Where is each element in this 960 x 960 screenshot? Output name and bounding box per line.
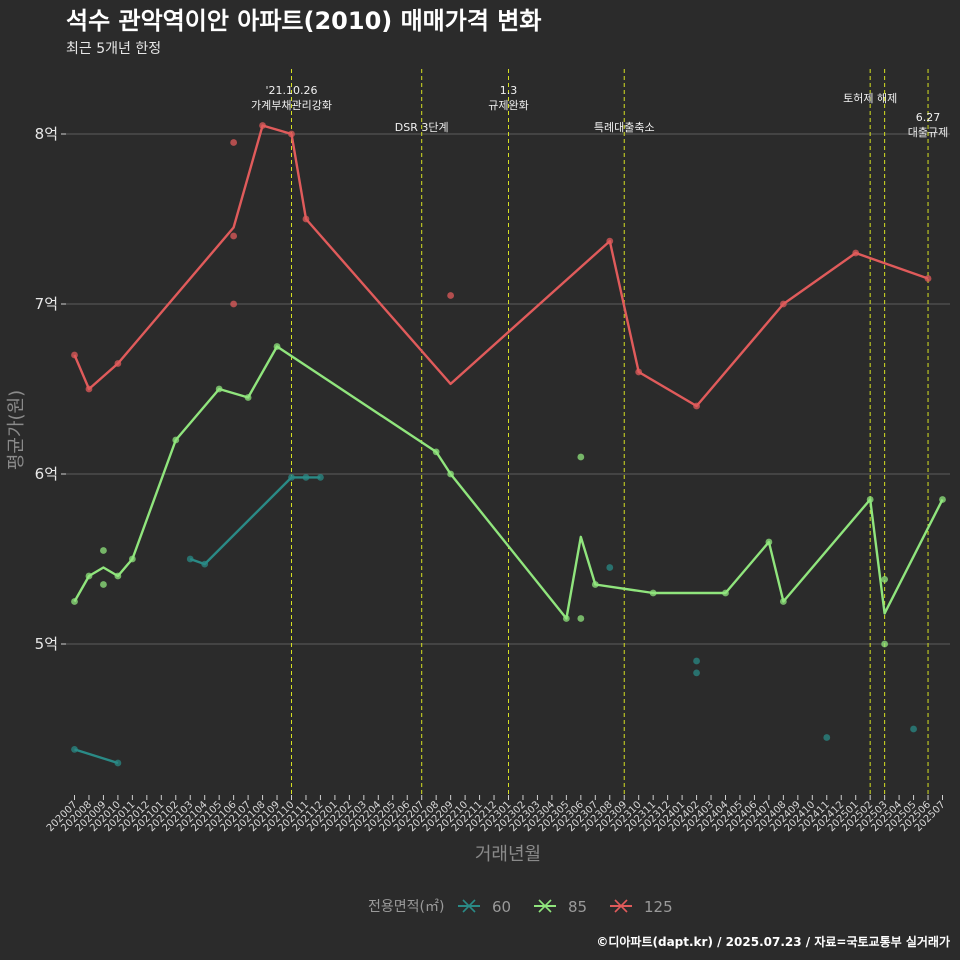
event-label: 가계부채관리강화 xyxy=(251,99,332,112)
data-point xyxy=(606,237,614,245)
data-point xyxy=(635,368,643,376)
y-axis-title: 평균가(원) xyxy=(6,390,27,470)
data-point xyxy=(591,581,599,588)
y-tick-label: 7억 xyxy=(35,295,58,313)
data-point xyxy=(562,615,570,622)
data-point xyxy=(302,215,310,223)
y-tick-label: 6억 xyxy=(35,465,58,483)
data-point xyxy=(201,560,209,568)
y-tick-label: 5억 xyxy=(35,635,58,653)
data-point xyxy=(779,598,787,605)
legend-label: 60 xyxy=(492,898,511,916)
series-125 xyxy=(71,122,932,410)
legend-label: 85 xyxy=(568,898,587,916)
legend-key-60: 60 xyxy=(458,898,511,916)
series-line xyxy=(74,748,119,765)
data-point xyxy=(881,640,889,648)
data-point xyxy=(881,576,889,583)
data-point xyxy=(765,538,773,546)
chart-subtitle: 최근 5개년 한정 xyxy=(66,41,161,57)
data-point xyxy=(230,139,238,146)
data-point xyxy=(71,746,78,753)
data-point xyxy=(722,589,729,597)
data-point xyxy=(866,496,874,503)
data-point xyxy=(606,564,614,571)
legend-key-85: 85 xyxy=(534,898,587,916)
event-label: 토허제 해제 xyxy=(843,91,897,105)
legend-title: 전용면적(㎡) xyxy=(368,899,444,915)
legend-label: 125 xyxy=(644,898,673,916)
chart-caption: ©디아파트(dapt.kr) / 2025.07.23 / 자료=국토교통부 실… xyxy=(596,934,950,949)
data-point xyxy=(114,759,122,767)
data-point xyxy=(114,572,122,580)
legend-key-cross xyxy=(462,899,476,913)
data-point xyxy=(910,725,917,733)
y-axis-ticks: 5억 6억 7억 8억 xyxy=(35,125,66,653)
data-point xyxy=(114,360,122,367)
data-point xyxy=(186,555,194,563)
data-point xyxy=(447,292,455,299)
chart-title: 석수 관악역이안 아파트(2010) 매매가격 변화 xyxy=(66,7,541,35)
data-point xyxy=(288,474,295,481)
data-point xyxy=(244,394,252,401)
series-60 xyxy=(71,474,917,767)
event-label: 대출규제 xyxy=(908,126,948,139)
data-point xyxy=(432,448,440,456)
event-label: 1.3 xyxy=(500,84,518,97)
event-label: 6.27 xyxy=(916,111,941,124)
data-point xyxy=(172,436,180,444)
data-point xyxy=(693,669,700,677)
legend-key-cross xyxy=(538,899,552,913)
event-label: 규제완화 xyxy=(488,99,528,112)
data-point xyxy=(317,474,324,481)
data-point xyxy=(71,598,78,605)
series-85 xyxy=(71,343,946,648)
data-point xyxy=(924,275,932,282)
series-group xyxy=(71,122,946,767)
data-point xyxy=(100,581,107,588)
data-point xyxy=(693,402,700,410)
event-label: DSR 3단계 xyxy=(395,121,449,134)
data-point xyxy=(939,496,946,503)
event-label: 특례대출축소 xyxy=(594,121,655,134)
data-point xyxy=(85,572,93,580)
data-point xyxy=(302,474,310,481)
data-point xyxy=(71,351,78,359)
series-line xyxy=(73,124,929,408)
data-point xyxy=(273,343,281,350)
data-point xyxy=(230,300,238,308)
legend-key-cross xyxy=(614,899,628,913)
data-point xyxy=(230,232,238,240)
data-point xyxy=(100,547,107,554)
y-tick-label: 8억 xyxy=(35,125,58,143)
data-point xyxy=(779,300,787,308)
data-point xyxy=(128,555,136,563)
data-point xyxy=(852,249,860,257)
data-point xyxy=(649,589,657,597)
legend: 전용면적(㎡) 60 85 125 xyxy=(368,898,673,916)
data-point xyxy=(447,470,455,478)
data-point xyxy=(577,453,585,461)
data-point xyxy=(577,615,585,622)
data-point xyxy=(288,130,295,138)
data-point xyxy=(693,657,700,665)
data-point xyxy=(215,385,223,393)
data-point xyxy=(259,122,266,129)
legend-key-125: 125 xyxy=(610,898,673,916)
x-axis-title: 거래년월 xyxy=(475,844,541,865)
event-label: '21.10.26 xyxy=(265,84,317,97)
data-point xyxy=(823,734,831,741)
data-point xyxy=(85,385,93,393)
